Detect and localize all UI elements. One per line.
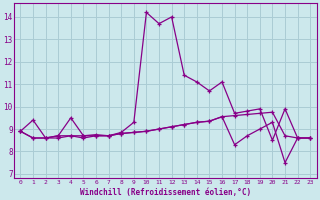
X-axis label: Windchill (Refroidissement éolien,°C): Windchill (Refroidissement éolien,°C) [80,188,251,197]
